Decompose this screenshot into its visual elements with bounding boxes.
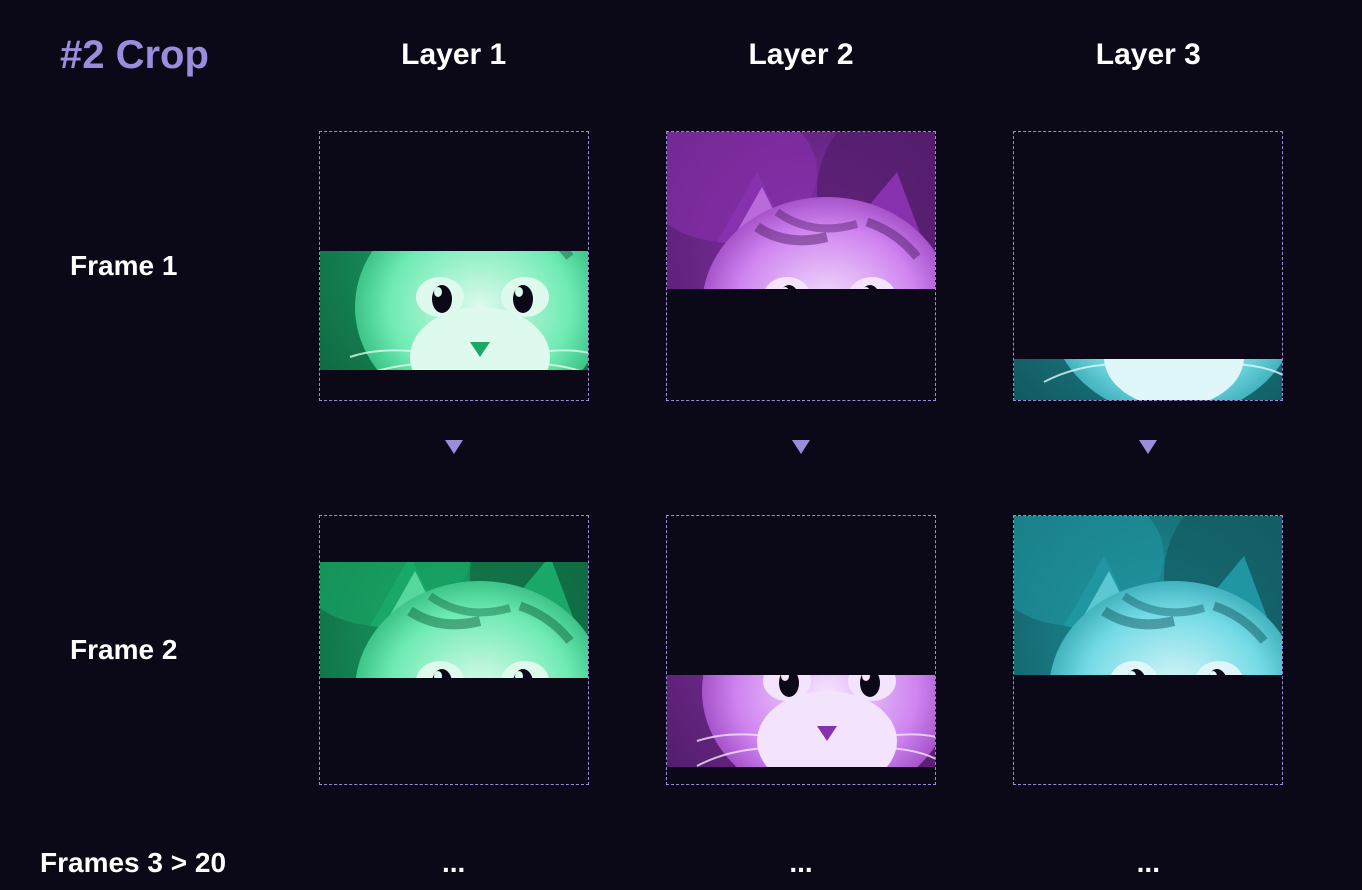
frame-box bbox=[666, 131, 936, 401]
ellipsis-layer-3: ... bbox=[975, 817, 1322, 879]
crop-region bbox=[320, 562, 588, 678]
cell-frame1-layer2 bbox=[627, 110, 974, 422]
cell-frame2-layer2 bbox=[627, 494, 974, 806]
cell-frame1-layer3 bbox=[975, 110, 1322, 422]
frame-box bbox=[319, 515, 589, 785]
cell-frame2-layer1 bbox=[280, 494, 627, 806]
arrow-down-icon bbox=[627, 422, 974, 472]
frame-box bbox=[1013, 515, 1283, 785]
diagram-title: #2 Crop bbox=[0, 33, 280, 78]
column-header-layer-2: Layer 2 bbox=[627, 38, 974, 72]
column-header-layer-3: Layer 3 bbox=[975, 38, 1322, 72]
arrow-down-icon bbox=[280, 422, 627, 472]
cell-frame2-layer3 bbox=[975, 494, 1322, 806]
row-label-frames-3-20: Frames 3 > 20 bbox=[0, 817, 280, 879]
ellipsis-layer-1: ... bbox=[280, 817, 627, 879]
frame-box bbox=[319, 131, 589, 401]
row-label-frame-1: Frame 1 bbox=[0, 250, 280, 282]
cell-frame1-layer1 bbox=[280, 110, 627, 422]
crop-region bbox=[667, 675, 935, 767]
frame-box bbox=[666, 515, 936, 785]
row-label-frame-2: Frame 2 bbox=[0, 634, 280, 666]
ellipsis-layer-2: ... bbox=[627, 817, 974, 879]
arrow-down-icon bbox=[975, 422, 1322, 472]
crop-region bbox=[320, 251, 588, 370]
crop-region bbox=[1014, 359, 1282, 401]
frame-box bbox=[1013, 131, 1283, 401]
crop-region bbox=[667, 132, 935, 289]
column-header-layer-1: Layer 1 bbox=[280, 38, 627, 72]
crop-region bbox=[1014, 516, 1282, 675]
